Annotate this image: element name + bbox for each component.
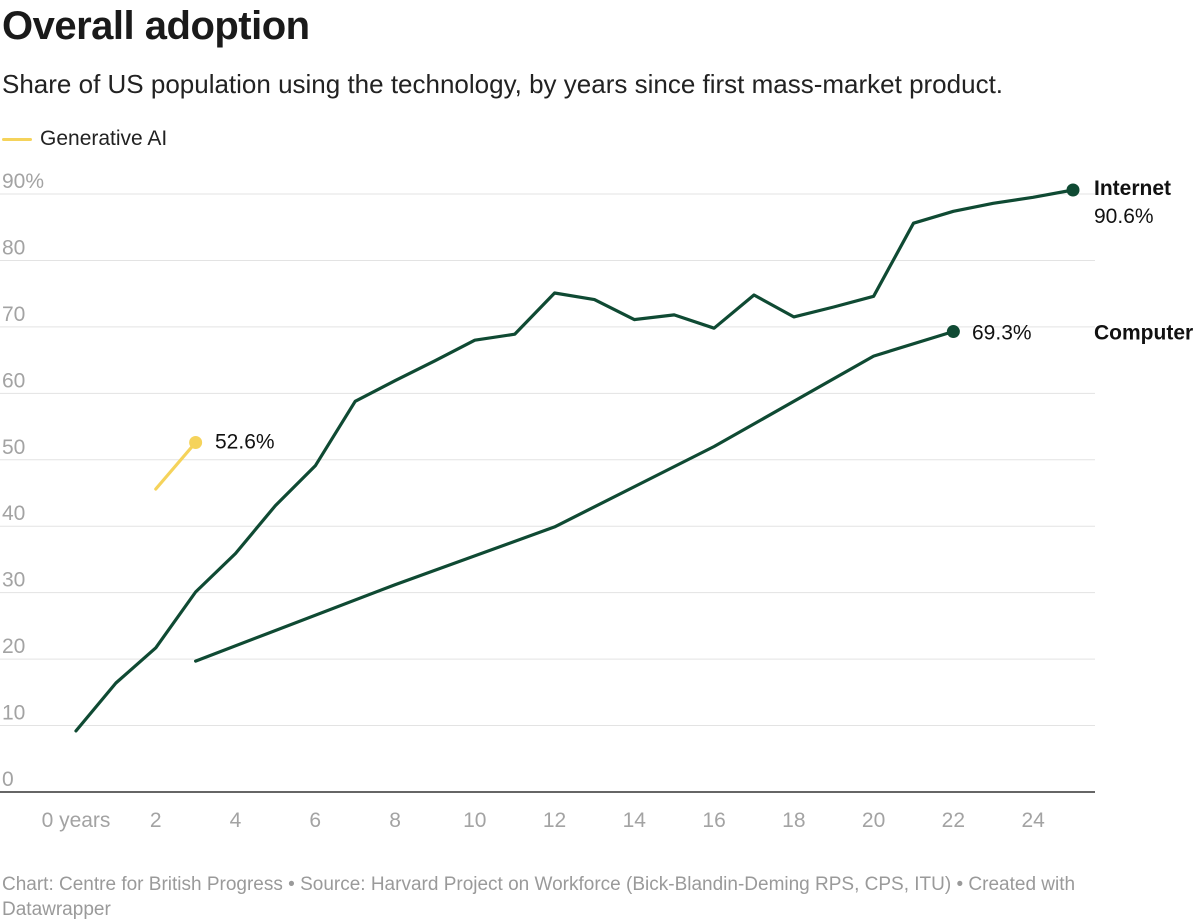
- y-tick-label-70: 70: [2, 303, 25, 326]
- x-tick-label-10: 10: [463, 809, 486, 832]
- series-line-internet: [74, 188, 1075, 733]
- chart-subtitle: Share of US population using the technol…: [2, 69, 1004, 99]
- x-tick-label-20: 20: [862, 809, 885, 832]
- y-tick-label-0: 0: [2, 768, 14, 791]
- y-tick-label-50: 50: [2, 436, 25, 459]
- series-line-generative-ai: [154, 440, 198, 491]
- series-value-label-internet: 90.6%: [1094, 205, 1154, 228]
- series-label-internet: Internet: [1094, 177, 1171, 200]
- x-tick-label-12: 12: [543, 809, 566, 832]
- x-tick-label-2: 2: [150, 809, 162, 832]
- y-tick-label-90: 90%: [2, 170, 44, 193]
- y-tick-label-10: 10: [2, 702, 25, 725]
- series-end-point-generative-ai: [189, 436, 203, 450]
- chart-title: Overall adoption: [2, 4, 310, 48]
- y-tick-label-40: 40: [2, 502, 25, 525]
- y-tick-label-20: 20: [2, 635, 25, 658]
- x-tick-label-22: 22: [942, 809, 965, 832]
- x-tick-label-4: 4: [230, 809, 242, 832]
- legend-label-generative-ai: Generative AI: [40, 127, 168, 150]
- x-tick-label-14: 14: [623, 809, 647, 832]
- y-tick-label-30: 30: [2, 569, 25, 592]
- series-label-computer: Computer: [1094, 322, 1193, 345]
- y-tick-label-80: 80: [2, 236, 25, 259]
- y-tick-label-60: 60: [2, 369, 25, 392]
- x-tick-label-18: 18: [782, 809, 805, 832]
- series-value-label-computer: 69.3%: [972, 322, 1032, 345]
- series-line-computer: [194, 329, 956, 663]
- series-value-label-generative-ai: 52.6%: [215, 431, 275, 454]
- x-tick-label-6: 6: [309, 809, 321, 832]
- legend-swatch-generative-ai: [2, 137, 32, 141]
- series-end-point-internet: [1066, 183, 1080, 197]
- x-tick-label-8: 8: [389, 809, 401, 832]
- series-end-point-computer: [946, 325, 960, 339]
- x-tick-label-16: 16: [702, 809, 725, 832]
- legend: Generative AI: [2, 127, 167, 151]
- chart-footer: Chart: Centre for British Progress • Sou…: [2, 874, 1076, 920]
- x-tick-label-24: 24: [1021, 809, 1045, 832]
- x-tick-label-0: 0 years: [42, 809, 111, 832]
